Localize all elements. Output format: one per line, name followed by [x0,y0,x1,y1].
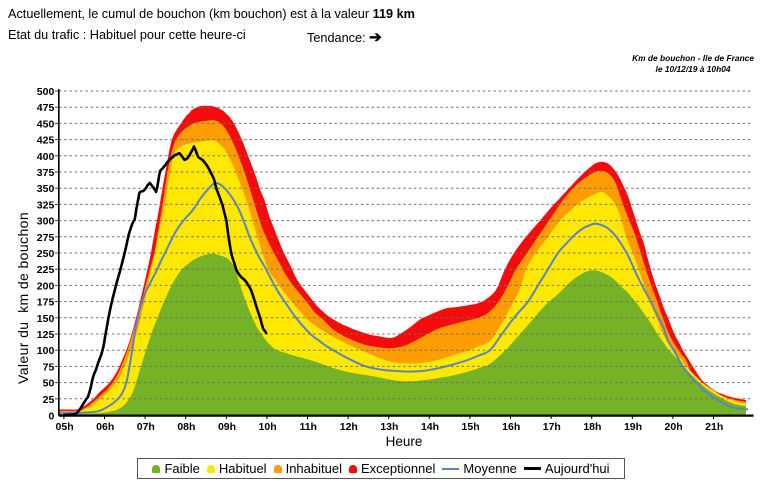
svg-text:06h: 06h [96,421,114,433]
svg-text:325: 325 [37,199,55,211]
svg-text:200: 200 [37,280,55,292]
svg-text:450: 450 [37,118,55,130]
svg-text:300: 300 [37,216,55,228]
svg-text:18h: 18h [583,421,601,433]
svg-text:12h: 12h [340,421,358,433]
svg-text:09h: 09h [218,421,236,433]
svg-text:15h: 15h [462,421,480,433]
svg-text:Heure: Heure [386,434,423,449]
svg-text:400: 400 [37,151,55,163]
svg-text:75: 75 [43,361,55,373]
svg-text:350: 350 [37,183,55,195]
svg-text:14h: 14h [421,421,439,433]
svg-text:500: 500 [37,86,55,98]
svg-text:08h: 08h [177,421,195,433]
svg-text:25: 25 [43,394,55,406]
svg-text:475: 475 [37,102,55,114]
svg-text:250: 250 [37,248,55,260]
svg-text:05h: 05h [56,421,74,433]
svg-text:375: 375 [37,167,55,179]
svg-text:0: 0 [48,411,54,423]
svg-text:150: 150 [37,313,55,325]
svg-text:19h: 19h [624,421,642,433]
svg-text:16h: 16h [502,421,520,433]
svg-text:10h: 10h [259,421,277,433]
svg-text:11h: 11h [299,421,317,433]
svg-text:50: 50 [43,378,55,390]
svg-text:13h: 13h [380,421,398,433]
svg-text:125: 125 [37,329,55,341]
svg-text:17h: 17h [543,421,561,433]
svg-text:425: 425 [37,135,55,147]
svg-text:175: 175 [37,297,55,309]
svg-text:225: 225 [37,264,55,276]
svg-text:20h: 20h [665,421,683,433]
svg-text:21h: 21h [705,421,723,433]
svg-text:100: 100 [37,345,55,357]
svg-text:07h: 07h [137,421,155,433]
svg-text:Valeur du km de bouchon: Valeur du km de bouchon [15,212,31,384]
svg-text:275: 275 [37,232,55,244]
